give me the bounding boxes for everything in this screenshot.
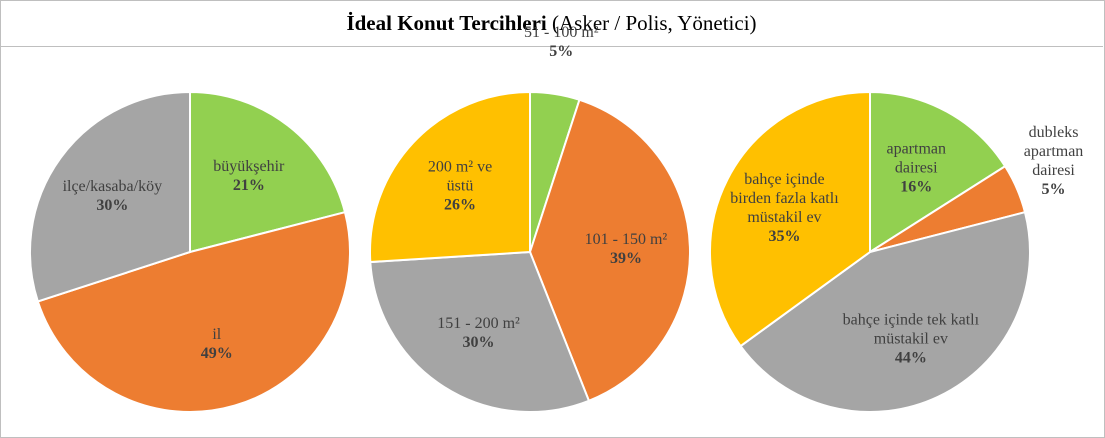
category-label: 151 - 200 m² [437,315,520,333]
chart-subtitle: (Asker / Polis, Yönetici) [552,11,757,35]
title-bar: İdeal Konut Tercihleri (Asker / Polis, Y… [0,0,1103,47]
percent-label: 16% [900,178,933,196]
percent-label: 44% [894,349,927,367]
category-label: büyükşehir [213,158,285,176]
category-label: il [212,326,222,344]
percent-label: 26% [444,196,477,214]
percent-label: 5% [549,43,574,61]
pie-slice [528,98,691,403]
category-label: dubleks apartman dairesi [1023,123,1084,179]
slice-label: il 49% [172,325,262,363]
percent-label: 5% [1041,180,1066,198]
percent-label: 39% [609,249,642,267]
slice-label: 51 - 100 m² 5% [511,23,611,61]
category-label: bahçe içinde birden fazla katlı müstakil… [730,171,839,227]
pie-slice [189,90,347,254]
slice-label: 101 - 150 m² 39% [571,230,681,268]
pie-slice [29,90,191,303]
pie-slice [709,90,871,348]
pie-slice [869,90,1007,254]
percent-label: 30% [96,196,129,214]
pie-slice [739,210,1031,413]
slice-label: dubleks apartman dairesi 5% [1014,123,1094,199]
slice-label: apartman dairesi 16% [866,139,966,196]
slice-label: 200 m² ve üstü 26% [415,158,505,215]
pie-slice [369,90,531,264]
slice-label: bahçe içinde tek katlı müstakil ev 44% [821,310,1001,367]
category-label: 101 - 150 m² [584,230,668,248]
slice-label: bahçe içinde birden fazla katlı müstakil… [727,170,842,246]
slice-label: büyükşehir 21% [199,157,299,195]
slice-label: ilçe/kasaba/köy 30% [42,177,182,215]
percent-label: 30% [462,334,495,352]
slice-label: 151 - 200 m² 30% [419,314,539,352]
pie-slice [36,210,351,413]
percent-label: 49% [200,345,233,363]
category-label: ilçe/kasaba/köy [62,177,163,195]
category-label: 200 m² ve üstü [427,158,493,195]
category-label: apartman dairesi [886,140,946,177]
percent-label: 21% [232,177,265,195]
category-label: bahçe içinde tek katlı müstakil ev [842,311,980,348]
chart-title: İdeal Konut Tercihleri [346,11,547,35]
percent-label: 35% [768,228,801,246]
category-label: 51 - 100 m² [523,24,599,42]
pie-slice [369,250,591,413]
